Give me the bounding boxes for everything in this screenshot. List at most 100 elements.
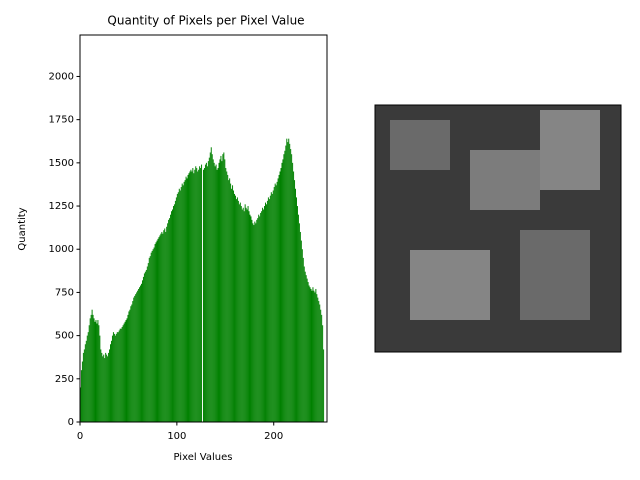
bar bbox=[122, 325, 124, 422]
bar bbox=[215, 164, 217, 422]
bar bbox=[281, 162, 283, 423]
bar bbox=[167, 223, 169, 422]
bar bbox=[99, 335, 101, 422]
bar bbox=[115, 333, 117, 422]
bar bbox=[196, 168, 198, 422]
bar bbox=[319, 304, 321, 422]
bar bbox=[244, 204, 246, 422]
image-patch bbox=[520, 230, 590, 320]
bar bbox=[142, 276, 144, 422]
bar bbox=[175, 197, 177, 422]
image bbox=[374, 104, 622, 353]
bar bbox=[153, 247, 155, 422]
bar bbox=[252, 223, 254, 422]
bar bbox=[178, 188, 180, 422]
bar bbox=[129, 309, 131, 422]
bar bbox=[189, 171, 191, 422]
bar bbox=[106, 354, 108, 422]
bar bbox=[318, 301, 320, 422]
bar bbox=[198, 169, 200, 422]
bar bbox=[256, 219, 258, 422]
image-patch bbox=[540, 110, 600, 190]
bar bbox=[246, 209, 248, 422]
bar bbox=[165, 231, 167, 422]
bar bbox=[109, 349, 111, 422]
bar bbox=[214, 166, 216, 422]
bar bbox=[235, 199, 237, 422]
bar bbox=[111, 335, 113, 422]
bar bbox=[117, 332, 119, 422]
y-tick-label: 1500 bbox=[49, 158, 74, 169]
bar bbox=[303, 266, 305, 422]
bar bbox=[290, 149, 292, 422]
bar bbox=[86, 335, 88, 422]
bar bbox=[241, 209, 243, 422]
bar bbox=[207, 161, 209, 422]
y-tick-label: 250 bbox=[55, 374, 74, 385]
image-frame bbox=[374, 104, 622, 353]
bar bbox=[206, 166, 208, 422]
y-tick-label: 0 bbox=[68, 417, 74, 428]
bar bbox=[317, 297, 319, 422]
bar bbox=[97, 320, 99, 422]
bar bbox=[128, 311, 130, 422]
bar bbox=[193, 173, 195, 422]
y-tick-label: 500 bbox=[55, 331, 74, 342]
bar bbox=[242, 207, 244, 422]
bar bbox=[259, 216, 261, 422]
bar bbox=[248, 211, 250, 422]
bar bbox=[254, 221, 256, 422]
bar bbox=[201, 164, 203, 422]
bar bbox=[145, 269, 147, 422]
bar bbox=[143, 273, 145, 422]
x-tick-label: 200 bbox=[264, 431, 283, 442]
bar bbox=[183, 181, 185, 422]
bar bbox=[163, 230, 165, 422]
bar bbox=[260, 212, 262, 422]
bar bbox=[171, 211, 173, 422]
bar bbox=[247, 206, 249, 422]
bar bbox=[312, 287, 314, 422]
bar bbox=[104, 358, 106, 422]
bar bbox=[263, 209, 265, 422]
bar bbox=[258, 214, 260, 422]
bar bbox=[80, 370, 82, 422]
bar bbox=[267, 197, 269, 422]
bar bbox=[188, 173, 190, 422]
bar bbox=[150, 252, 152, 422]
bar bbox=[156, 240, 158, 422]
bar bbox=[311, 290, 313, 422]
bar bbox=[197, 171, 199, 422]
bar bbox=[154, 244, 156, 422]
bar bbox=[218, 162, 220, 423]
bar bbox=[257, 218, 259, 422]
bar bbox=[268, 199, 270, 422]
bar bbox=[307, 282, 309, 422]
bar bbox=[179, 190, 181, 422]
bar bbox=[282, 159, 284, 422]
bar bbox=[98, 325, 100, 422]
bar bbox=[322, 325, 324, 422]
bar bbox=[96, 323, 98, 422]
bar bbox=[185, 176, 187, 422]
bar bbox=[286, 138, 288, 423]
bar bbox=[245, 207, 247, 422]
bar bbox=[204, 164, 206, 422]
bar bbox=[125, 320, 127, 422]
bar bbox=[131, 304, 133, 422]
bar bbox=[261, 211, 263, 422]
bar bbox=[297, 214, 299, 422]
bar bbox=[172, 209, 173, 422]
bar bbox=[84, 344, 86, 422]
bar bbox=[313, 290, 315, 422]
bar bbox=[186, 178, 188, 422]
bar bbox=[107, 356, 109, 422]
bar bbox=[226, 171, 228, 422]
image-patch bbox=[470, 150, 540, 210]
bar bbox=[287, 142, 289, 422]
bar bbox=[220, 155, 222, 422]
bar bbox=[321, 314, 323, 422]
x-tick-label: 0 bbox=[77, 431, 83, 442]
bar bbox=[283, 154, 285, 422]
bar bbox=[301, 249, 303, 422]
